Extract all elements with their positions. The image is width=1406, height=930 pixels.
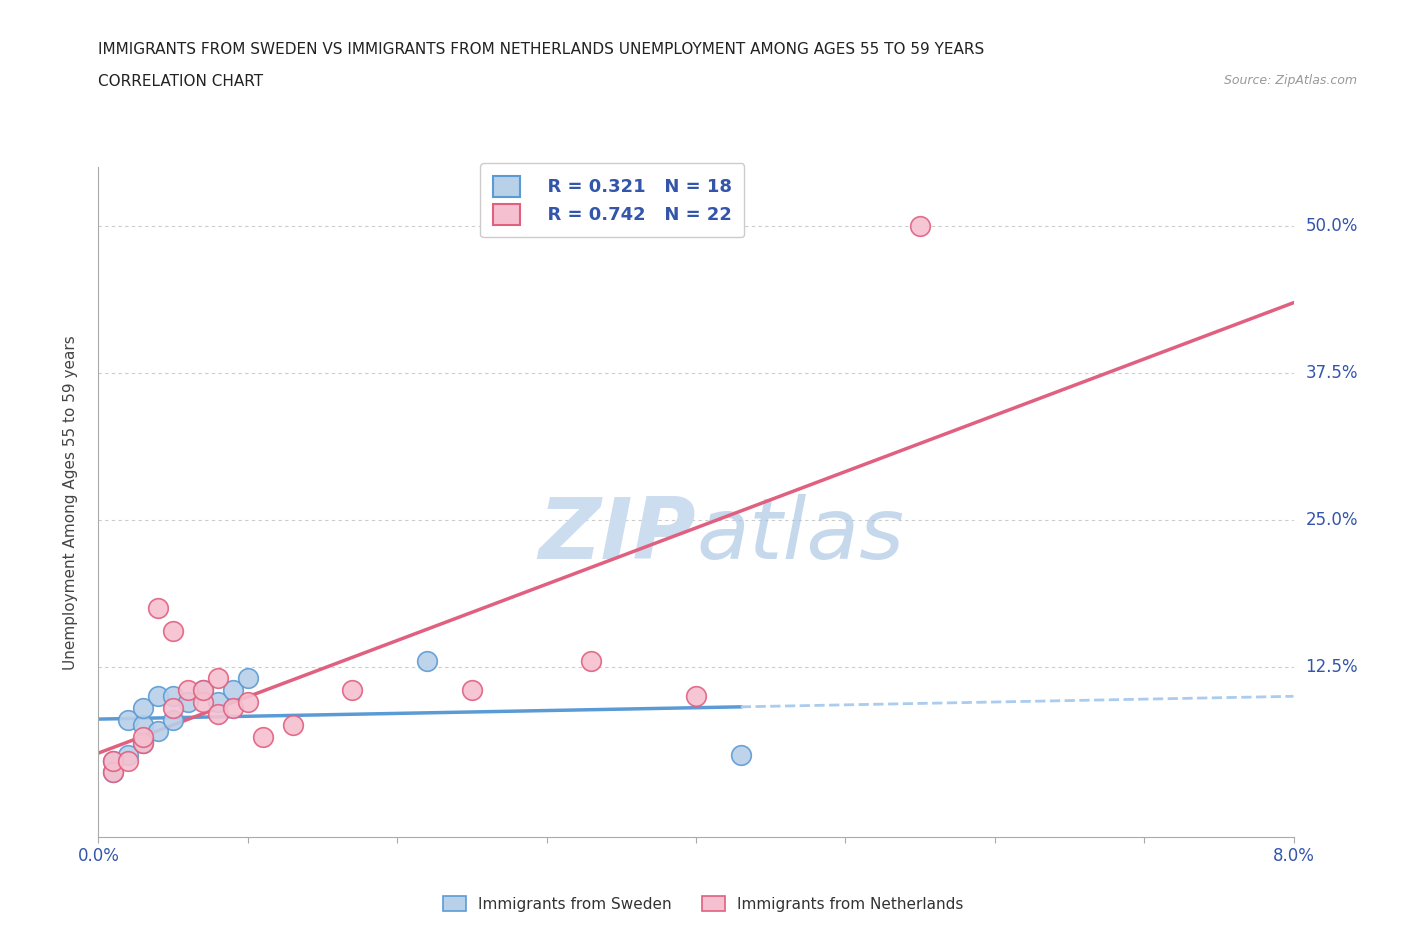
Point <box>236 671 259 685</box>
Point <box>191 683 214 698</box>
Point <box>103 765 125 780</box>
Point <box>416 654 439 669</box>
Legend: Immigrants from Sweden, Immigrants from Netherlands: Immigrants from Sweden, Immigrants from … <box>436 889 970 918</box>
Point <box>162 700 184 715</box>
Point <box>117 748 139 763</box>
Point <box>177 683 200 698</box>
Point <box>132 730 155 745</box>
Point <box>148 601 170 616</box>
Point <box>222 700 245 715</box>
Point <box>162 688 184 703</box>
Text: 37.5%: 37.5% <box>1305 364 1358 382</box>
Point <box>207 706 229 721</box>
Point <box>132 736 155 751</box>
Point <box>252 730 274 745</box>
Point <box>132 700 155 715</box>
Point <box>222 683 245 698</box>
Point <box>103 753 125 768</box>
Point <box>191 695 214 710</box>
Point <box>132 718 155 733</box>
Point <box>207 671 229 685</box>
Text: 25.0%: 25.0% <box>1305 511 1358 529</box>
Point <box>177 695 200 710</box>
Text: 50.0%: 50.0% <box>1305 217 1358 235</box>
Point <box>207 695 229 710</box>
Point <box>117 712 139 727</box>
Point <box>730 748 752 763</box>
Text: ZIP: ZIP <box>538 494 696 578</box>
Y-axis label: Unemployment Among Ages 55 to 59 years: Unemployment Among Ages 55 to 59 years <box>63 335 77 670</box>
Text: Source: ZipAtlas.com: Source: ZipAtlas.com <box>1223 74 1357 87</box>
Point <box>685 688 707 703</box>
Point <box>103 753 125 768</box>
Point <box>148 688 170 703</box>
Text: atlas: atlas <box>696 494 904 578</box>
Text: 12.5%: 12.5% <box>1305 658 1358 676</box>
Point <box>342 683 364 698</box>
Text: IMMIGRANTS FROM SWEDEN VS IMMIGRANTS FROM NETHERLANDS UNEMPLOYMENT AMONG AGES 55: IMMIGRANTS FROM SWEDEN VS IMMIGRANTS FRO… <box>98 42 984 57</box>
Text: CORRELATION CHART: CORRELATION CHART <box>98 74 263 89</box>
Point <box>162 624 184 639</box>
Point <box>581 654 603 669</box>
Point <box>148 724 170 738</box>
Point <box>908 219 931 233</box>
Point <box>236 695 259 710</box>
Point <box>191 683 214 698</box>
Point <box>162 712 184 727</box>
Point <box>461 683 484 698</box>
Legend:   R = 0.321   N = 18,   R = 0.742   N = 22: R = 0.321 N = 18, R = 0.742 N = 22 <box>481 163 744 237</box>
Point <box>103 765 125 780</box>
Point <box>132 736 155 751</box>
Point <box>281 718 304 733</box>
Point <box>117 753 139 768</box>
